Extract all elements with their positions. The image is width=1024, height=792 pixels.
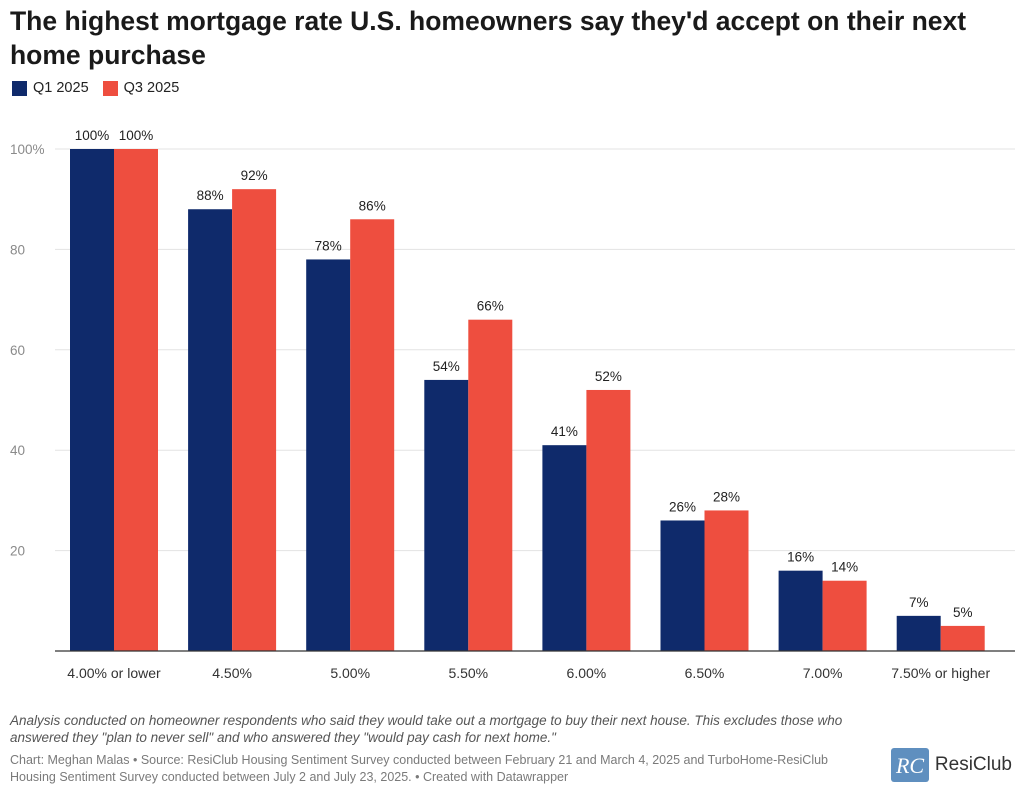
- chart-credit: Chart: Meghan Malas • Source: ResiClub H…: [10, 753, 829, 784]
- legend-swatch-q3: [102, 80, 118, 96]
- bar-q3: [586, 389, 631, 651]
- data-label: 52%: [595, 369, 622, 384]
- data-label: 54%: [433, 359, 460, 374]
- x-tick-label: 4.00% or lower: [67, 665, 161, 681]
- x-tick-label: 4.50%: [212, 665, 252, 681]
- chart-notes: Analysis conducted on homeowner responde…: [10, 713, 843, 745]
- bar-q3: [350, 219, 395, 651]
- data-label: 92%: [241, 168, 268, 183]
- bar-q3: [822, 580, 867, 651]
- y-tick-label: 20: [10, 544, 25, 559]
- bar-q3: [940, 625, 985, 651]
- data-label: 78%: [315, 238, 342, 253]
- data-label: 7%: [909, 595, 929, 610]
- resiclub-logo-text: ResiClub: [934, 754, 1012, 775]
- legend-item-q3: Q3 2025: [102, 80, 180, 96]
- y-tick-label: 80: [10, 242, 25, 257]
- resiclub-logo-icon: RC: [890, 748, 929, 782]
- bar-q1: [306, 259, 351, 651]
- legend-swatch-q1: [12, 80, 27, 96]
- bar-q1: [896, 615, 941, 651]
- data-label: 66%: [477, 299, 504, 314]
- x-tick-label: 7.00%: [803, 665, 843, 681]
- bar-chart: 100% 80 60 40 20 100% 100% 4.00% or lower 88% 92%…: [10, 128, 1015, 681]
- y-tick-label: 100%: [10, 142, 45, 157]
- data-label: 100%: [119, 128, 154, 143]
- bar-q1: [188, 209, 233, 652]
- data-label: 86%: [359, 198, 386, 213]
- resiclub-logo-mark: RC: [895, 753, 924, 778]
- bar-q1: [70, 149, 114, 651]
- bar-q1: [660, 520, 705, 651]
- legend-label-q3: Q3 2025: [123, 80, 180, 96]
- data-label: 41%: [551, 424, 578, 439]
- x-tick-label: 5.00%: [330, 665, 370, 681]
- bar-q1: [542, 445, 587, 651]
- bar-q3: [704, 510, 749, 651]
- legend: Q1 2025 Q3 2025: [12, 80, 193, 96]
- data-label: 28%: [713, 489, 740, 504]
- data-label: 14%: [831, 560, 858, 575]
- x-tick-label: 6.50%: [685, 665, 725, 681]
- x-tick-label: 6.00%: [567, 665, 607, 681]
- x-tick-label: 5.50%: [448, 665, 488, 681]
- bar-q1: [778, 570, 823, 651]
- bar-q1: [424, 379, 469, 651]
- y-tick-label: 40: [10, 443, 25, 458]
- x-tick-label: 7.50% or higher: [891, 665, 990, 681]
- data-label: 26%: [669, 499, 696, 514]
- data-label: 88%: [197, 188, 224, 203]
- data-label: 5%: [953, 605, 973, 620]
- legend-label-q1: Q1 2025: [33, 80, 89, 96]
- data-label: 100%: [75, 128, 110, 143]
- data-label: 16%: [787, 550, 814, 565]
- bar-q3: [114, 149, 158, 651]
- legend-item-q1: Q1 2025: [12, 80, 89, 96]
- bar-q3: [232, 189, 277, 651]
- y-tick-label: 60: [10, 343, 25, 358]
- bar-q3: [468, 319, 513, 651]
- chart-title: The highest mortgage rate U.S. homeowner…: [10, 6, 967, 70]
- resiclub-logo: RC ResiClub: [890, 748, 1012, 782]
